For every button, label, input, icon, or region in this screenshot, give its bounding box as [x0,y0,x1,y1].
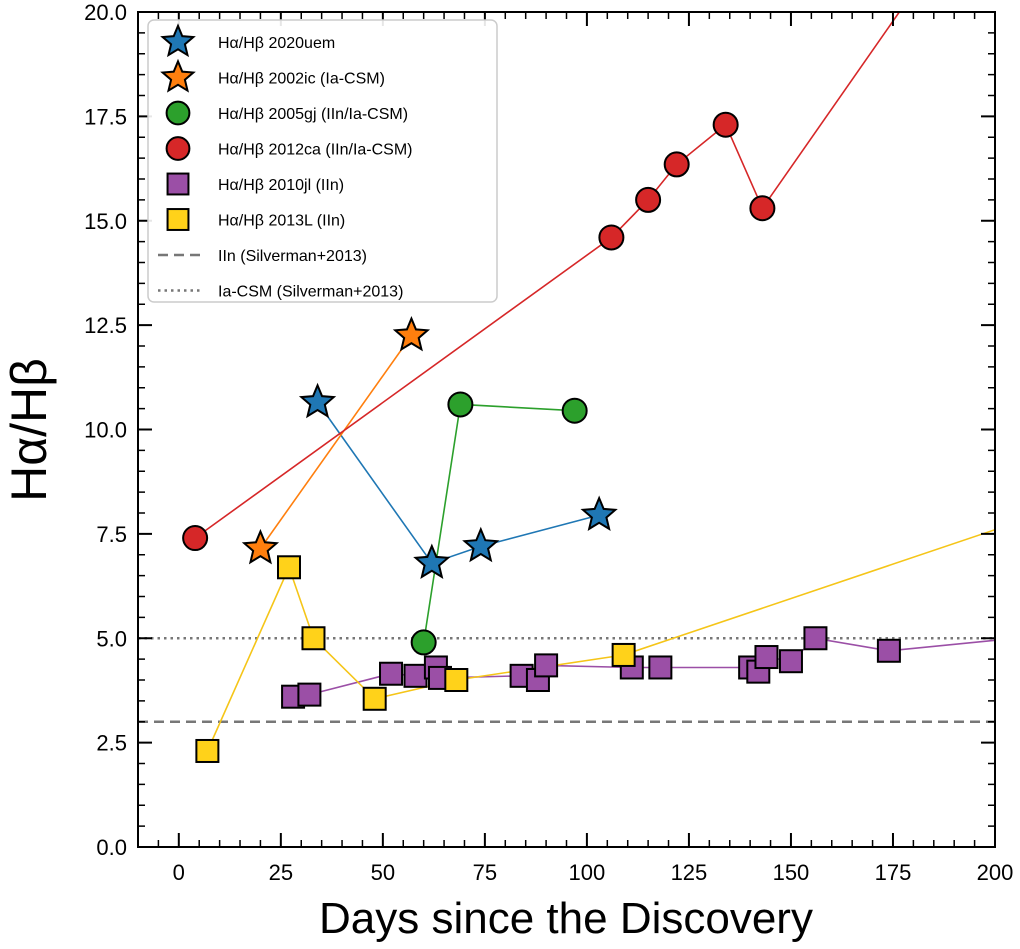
data-point-s2-1 [241,528,280,565]
x-tick-label-1: 0 [173,860,185,885]
data-point-s5-14 [754,645,779,670]
legend: Hα/Hβ 2020uem Hα/Hβ 2002ic (Ia-CSM) Hα/Hβ … [147,19,498,303]
data-point-s2-2 [392,315,431,352]
x-tick-label-4: 75 [473,860,497,885]
data-point-s1-1 [298,382,337,419]
data-point-s1-3 [462,526,500,563]
x-tick-label-5: 100 [569,860,606,885]
axes: 0 25 50 75 100 125 150 175 200 0.0 2.5 5.0 7.5 10.0 12… [84,0,1013,885]
data-point-s4-6 [749,195,776,222]
data-point-s4-3 [635,186,662,213]
x-tick-label-7: 150 [773,860,810,885]
series-line-3 [422,403,575,643]
data-point-s5-9 [534,653,559,678]
legend-marker-5 [166,172,190,196]
series-line-1 [316,401,600,565]
x-tick-label-8: 175 [875,860,912,885]
x-axis-title: Days since the Discovery [319,894,813,943]
data-point-s3-3 [561,397,588,424]
data-point-s5-15 [778,649,803,674]
legend-ref-label-2: Ia-CSM (Silverman+2013) [218,284,403,301]
x-tick-label-9: 200 [977,860,1014,885]
data-point-s6-1 [195,738,220,763]
data-point-s6-5 [444,668,469,692]
data-point-s4-5 [712,111,739,138]
data-point-s6-4 [362,686,387,711]
series-extension-line-4 [761,12,901,209]
legend-label-4: Hα/Hβ 2012ca (IIn/Ia-CSM) [218,142,413,159]
data-point-s5-16 [803,626,828,651]
series-line-6 [206,565,624,752]
y-axis-title: Hα/Hβ [1,358,57,502]
y-tick-label-9: 20.0 [84,0,127,25]
data-point-s6-6 [611,642,636,667]
legend-ref-label-1: IIn (Silverman+2013) [218,248,367,265]
y-tick-label-4: 7.5 [96,522,127,547]
legend-label-6: Hα/Hβ 2013L (IIn) [218,213,345,230]
y-tick-label-3: 5.0 [96,626,127,651]
data-point-s4-1 [182,525,209,552]
legend-label-5: Hα/Hβ 2010jl (IIn) [218,177,344,194]
data-point-s5-3 [379,661,404,686]
data-point-s5-4 [403,663,428,688]
data-point-s6-2 [276,555,301,580]
plot-frame [137,11,996,848]
data-point-s4-2 [598,224,625,251]
y-tick-label-1: 0.0 [96,835,127,860]
series-line-4 [194,123,764,539]
y-tick-label-8: 17.5 [84,104,127,129]
y-tick-label-2: 2.5 [96,731,127,756]
data-point-s5-2 [297,682,322,707]
legend-marker-1 [160,23,196,58]
x-tick-label-6: 125 [671,860,708,885]
data-point-s6-3 [301,626,326,651]
data-point-s3-1 [410,629,437,656]
legend-marker-2 [160,58,196,93]
data-point-s5-11 [648,655,673,680]
series-extension-line-5 [888,639,995,652]
y-tick-label-5: 10.0 [84,418,127,443]
data-point-s4-4 [663,151,690,178]
series-line-2 [259,335,413,549]
data-point-s3-2 [447,391,474,418]
x-tick-label-3: 50 [371,860,395,885]
legend-marker-4 [165,136,191,161]
data-point-s5-17 [876,638,901,663]
y-tick-label-7: 15.0 [84,209,127,234]
legend-marker-3 [165,100,191,126]
series-markers [182,111,901,763]
x-tick-label-2: 25 [269,860,293,885]
data-point-s1-4 [580,495,618,531]
legend-label-2: Hα/Hβ 2002ic (Ia-CSM) [218,71,385,88]
reference-lines [138,637,995,723]
legend-label-1: Hα/Hβ 2020uem [218,35,335,52]
y-tick-label-6: 12.5 [84,313,127,338]
legend-marker-6 [166,208,190,231]
series-extension-line-6 [623,528,995,656]
legend-box [147,19,498,303]
data-point-s1-2 [413,543,451,579]
legend-label-3: Hα/Hβ 2005gj (IIn/Ia-CSM) [218,106,408,123]
